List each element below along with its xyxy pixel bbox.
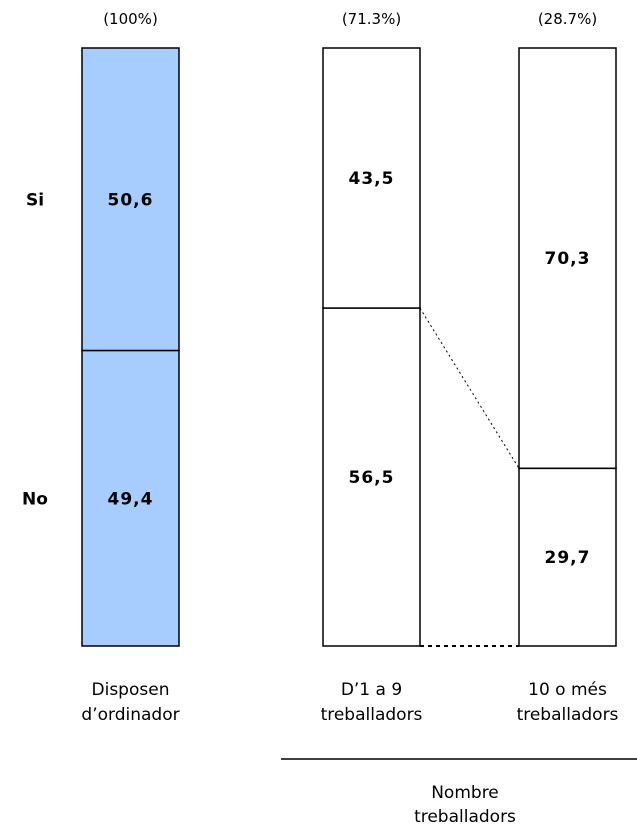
bar-1-category-label-line-1: Disposen	[92, 680, 170, 700]
bar-3-segment-no	[518, 467, 617, 647]
group-label-line-2: treballadors	[414, 807, 516, 827]
bar-3-segment-si	[518, 47, 617, 470]
split-connector-line	[419, 307, 520, 469]
row-label-si: Si	[26, 190, 44, 210]
bar-1-segment-si	[81, 47, 180, 352]
bar-2-category-label-line-1: D’1 a 9	[341, 680, 402, 700]
bar-1-share-label: (100%)	[103, 10, 158, 28]
bar-3-category-label-line-1: 10 o més	[528, 680, 607, 700]
bar-1-value-si: 50,6	[108, 190, 154, 210]
bars-layer	[81, 47, 637, 760]
bar-3-share-label: (28.7%)	[538, 10, 597, 28]
labels-layer: 50,6 49,4 (100%) Disposen d’ordinador 43,5 56,…	[22, 10, 619, 827]
bar-2-segment-si	[322, 47, 421, 309]
bar-1-category-label-line-2: d’ordinador	[81, 705, 179, 725]
group-label-line-1: Nombre	[431, 783, 499, 803]
bar-2-share-label: (71.3%)	[342, 10, 401, 28]
bar-1-value-no: 49,4	[108, 489, 154, 509]
bar-1-segment-no	[81, 349, 180, 647]
bar-3-value-no: 29,7	[545, 548, 591, 568]
row-label-no: No	[22, 489, 48, 509]
bar-3-value-si: 70,3	[545, 249, 591, 269]
bar-2-value-no: 56,5	[349, 468, 395, 488]
bar-2-value-si: 43,5	[349, 169, 395, 189]
bar-3-category-label-line-2: treballadors	[517, 705, 619, 725]
bar-2-category-label-line-2: treballadors	[321, 705, 423, 725]
bar-2-segment-no	[322, 307, 421, 647]
